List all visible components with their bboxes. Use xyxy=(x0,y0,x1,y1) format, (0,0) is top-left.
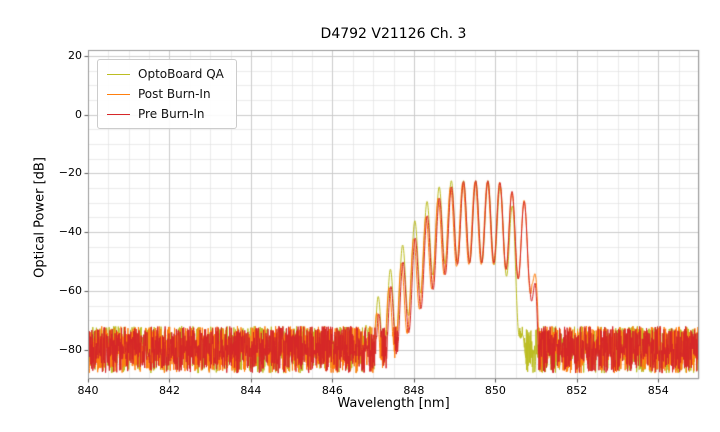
x-axis-label: Wavelength [nm] xyxy=(337,396,450,411)
x-tick-label: 850 xyxy=(484,384,506,397)
legend: OptoBoard QA Post Burn-In Pre Burn-In xyxy=(97,59,237,129)
x-tick-label: 840 xyxy=(77,384,99,397)
legend-line-swatch xyxy=(107,73,130,75)
y-tick-label: −80 xyxy=(58,342,82,356)
legend-label: OptoBoard QA xyxy=(138,67,224,81)
y-tick-label: −40 xyxy=(58,225,82,239)
legend-item: Post Burn-In xyxy=(107,87,224,101)
y-tick-label: −20 xyxy=(58,166,82,180)
x-tick-label: 842 xyxy=(158,384,180,397)
legend-label: Pre Burn-In xyxy=(138,107,205,121)
x-tick-label: 852 xyxy=(566,384,588,397)
chart-title: D4792 V21126 Ch. 3 xyxy=(320,26,467,42)
y-tick-label: −60 xyxy=(58,283,82,297)
y-axis-label: Optical Power [dB] xyxy=(32,157,48,278)
y-tick-label: 0 xyxy=(75,107,82,121)
x-tick-label: 854 xyxy=(647,384,669,397)
legend-line-swatch xyxy=(107,93,130,95)
x-tick-label: 844 xyxy=(240,384,262,397)
legend-line-swatch xyxy=(107,113,130,115)
y-tick-label: 20 xyxy=(68,48,82,62)
x-tick-label: 846 xyxy=(321,384,343,397)
x-tick-label: 848 xyxy=(403,384,425,397)
legend-label: Post Burn-In xyxy=(138,87,211,101)
legend-item: OptoBoard QA xyxy=(107,67,224,81)
legend-item: Pre Burn-In xyxy=(107,107,224,121)
